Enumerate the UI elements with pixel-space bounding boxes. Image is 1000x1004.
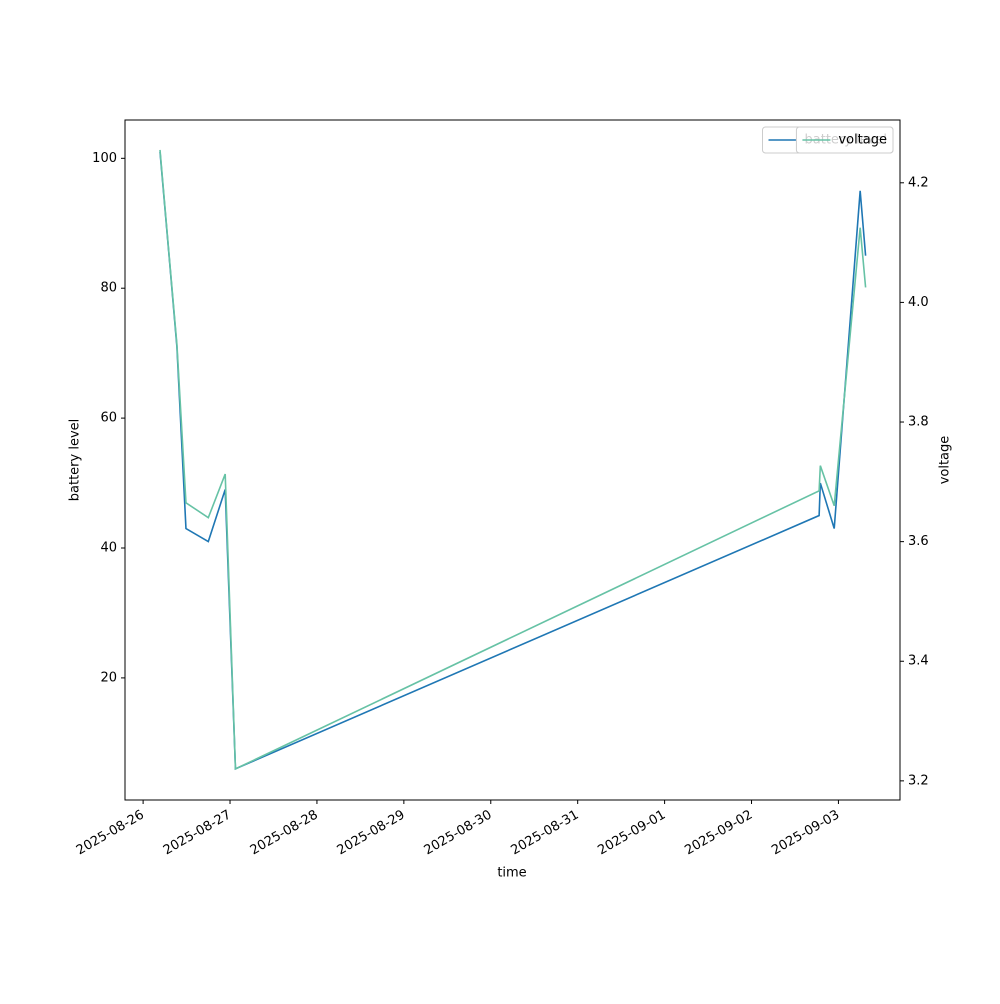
y-tick-label: 20 (100, 670, 117, 685)
series-line (159, 151, 867, 771)
legend: voltage (795, 126, 894, 154)
x-tick-label: 2025-08-29 (335, 808, 408, 859)
x-tick-label: 2025-08-26 (74, 808, 147, 859)
series-line (159, 149, 867, 771)
x-tick-label: 2025-08-31 (508, 808, 581, 859)
legend-box (795, 126, 894, 154)
x-tick-label: 2025-08-27 (161, 808, 234, 859)
y-tick-label: 60 (100, 411, 117, 426)
y2-tick-label: 3.4 (908, 654, 929, 669)
y2-tick-label: 3.8 (908, 415, 929, 430)
y2-axis-label: voltage (938, 436, 953, 485)
x-tick-label: 2025-09-01 (595, 808, 668, 859)
y2-tick-label: 4.2 (908, 175, 929, 190)
x-tick-label: 2025-08-30 (422, 808, 495, 859)
y2-tick-label: 4.0 (908, 295, 929, 310)
x-tick-label: 2025-09-02 (682, 808, 755, 859)
y-tick-label: 80 (100, 281, 117, 296)
y-axis-label: battery level (68, 419, 83, 502)
legend-label: voltage (838, 133, 887, 148)
x-tick-label: 2025-09-03 (769, 808, 842, 859)
y2-tick-label: 3.2 (908, 773, 929, 788)
y2-tick-label: 3.6 (908, 534, 929, 549)
x-tick-label: 2025-08-28 (248, 808, 321, 859)
x-axis-label: time (497, 866, 526, 881)
y-tick-label: 40 (100, 541, 117, 556)
y-tick-label: 100 (92, 151, 117, 166)
plot-frame (124, 119, 901, 801)
